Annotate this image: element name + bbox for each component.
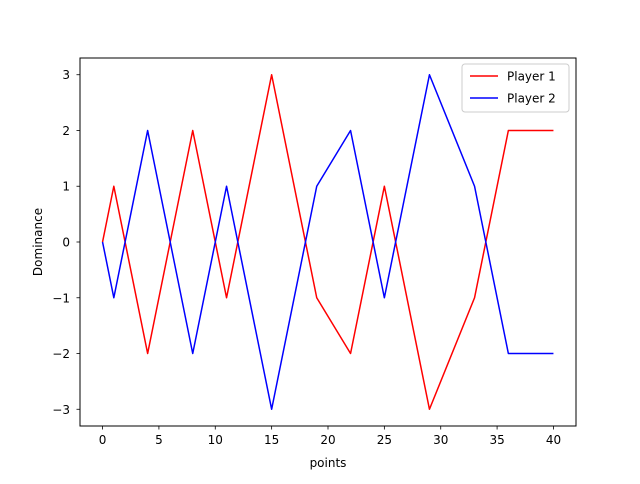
y-tick-label: 1 [62,180,70,194]
series-line-1 [101,73,554,411]
y-axis-label: Dominance [31,208,45,276]
x-axis-label: points [310,456,347,470]
x-tick-label: 20 [320,433,335,447]
x-tick-label: 40 [546,433,561,447]
x-tick-label: 10 [208,433,223,447]
x-tick-label: 35 [489,433,504,447]
legend: Player 1 Player 2 [461,63,570,113]
legend-label: Player 2 [507,92,556,106]
y-tick-label: −1 [52,291,70,305]
x-axis-ticks: 0 5 10 15 20 25 30 35 40 [99,426,561,447]
x-tick-label: 5 [155,433,163,447]
y-tick-label: 0 [62,236,70,250]
x-tick-label: 0 [99,433,107,447]
legend-label: Player 1 [507,70,556,84]
y-tick-label: 3 [62,68,70,82]
y-axis-ticks: −3 −2 −1 0 1 2 3 [52,68,80,417]
x-tick-label: 25 [377,433,392,447]
y-tick-label: 2 [62,124,70,138]
x-tick-label: 30 [433,433,448,447]
y-tick-label: −3 [52,403,70,417]
y-tick-label: −2 [52,347,70,361]
series-line-2 [101,73,554,411]
x-tick-label: 15 [264,433,279,447]
series-lines [101,73,554,411]
